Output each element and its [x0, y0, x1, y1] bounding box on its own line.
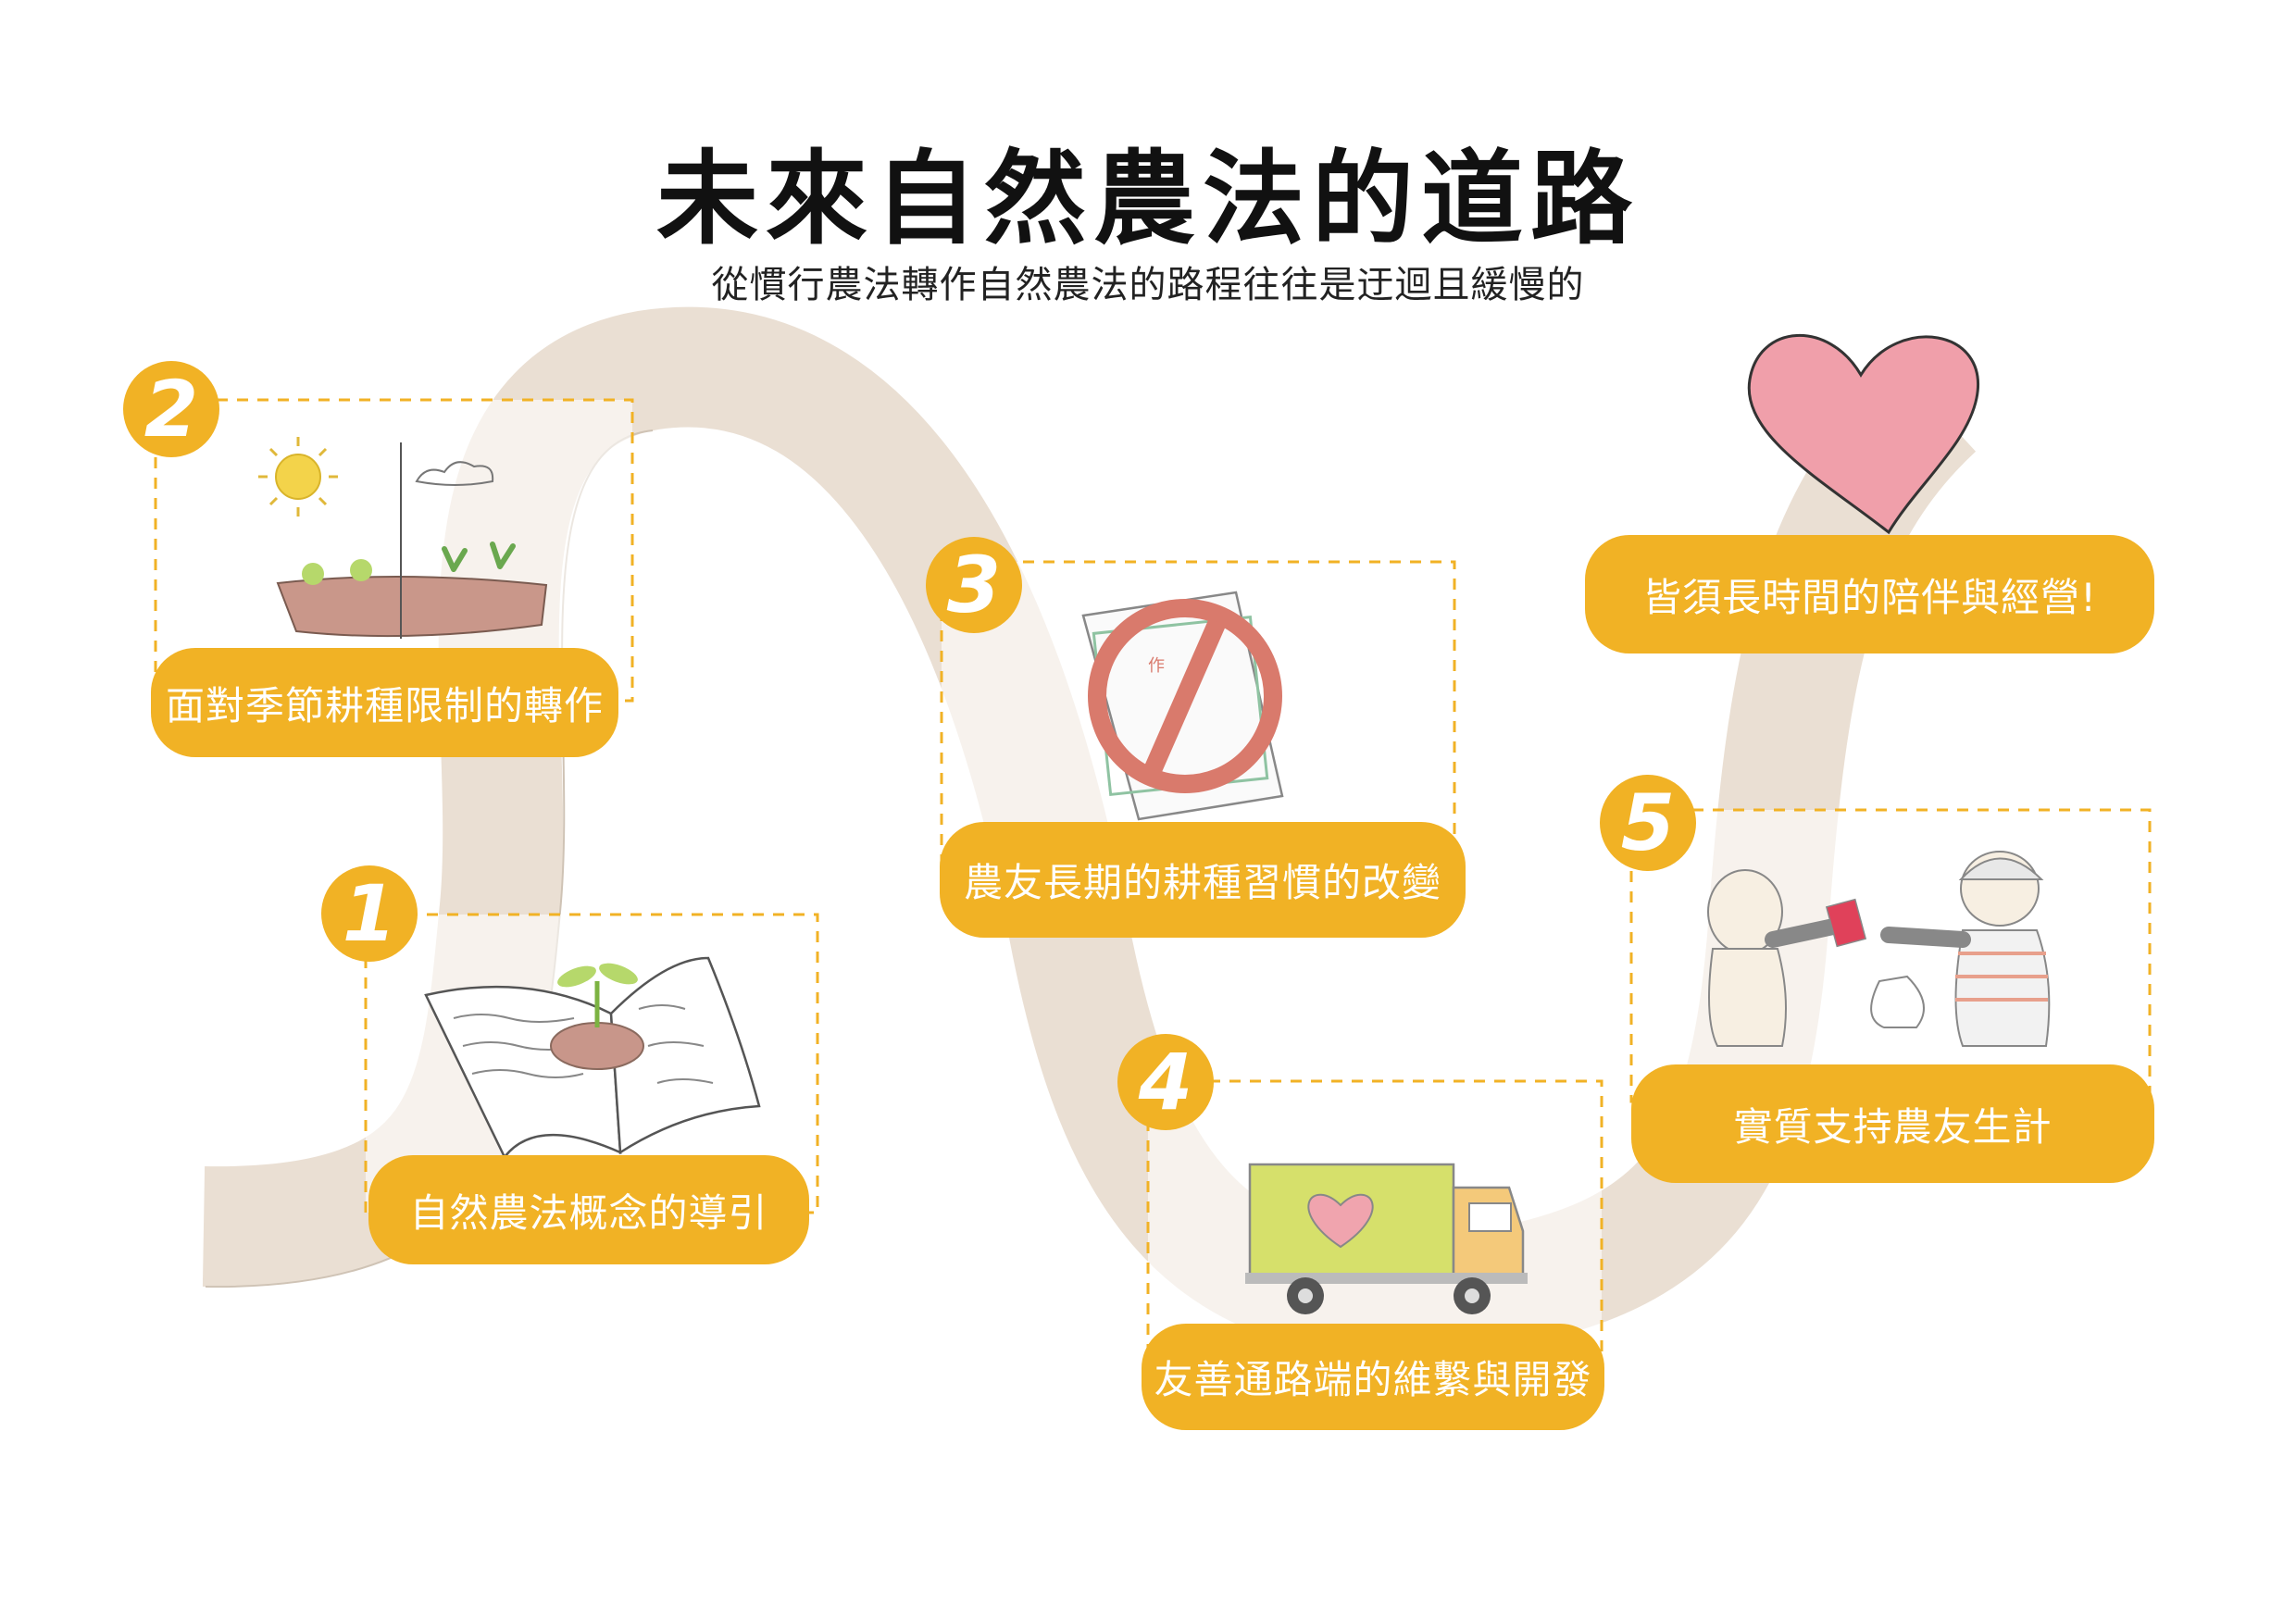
step-3-number: 3	[926, 537, 1022, 633]
prohibited-paper-icon: 作	[1081, 591, 1284, 821]
paper-mark: 作	[1148, 656, 1165, 676]
step-5-number: 5	[1600, 775, 1696, 871]
step-5-frame	[1629, 808, 2152, 1103]
step-2-number: 2	[123, 361, 219, 457]
step-5-label: 實質支持農友生計	[1631, 1064, 2154, 1183]
goal-label: 皆須長時間的陪伴與經營!	[1585, 535, 2154, 653]
step-4-label: 友善通路端的維繫與開發	[1142, 1324, 1604, 1430]
payment-exchange-icon	[1707, 851, 2051, 1047]
step-4-number: 4	[1117, 1034, 1214, 1130]
step-1-number: 1	[321, 865, 418, 962]
step-3-label: 農友長期的耕種習慣的改變	[940, 822, 1466, 938]
delivery-truck-icon	[1245, 1163, 1528, 1314]
heart-icon	[1747, 333, 1980, 535]
book-sprout-icon	[424, 956, 761, 1160]
page-title: 未來自然農法的道路	[656, 140, 1640, 258]
seasons-crop-icon	[258, 437, 548, 639]
step-2-label: 面對季節耕種限制的轉作	[151, 648, 618, 757]
page-subtitle: 從慣行農法轉作自然農法的路程往往是迂迴且緩慢的	[711, 264, 1585, 306]
step-1-label: 自然農法概念的導引	[368, 1155, 809, 1264]
